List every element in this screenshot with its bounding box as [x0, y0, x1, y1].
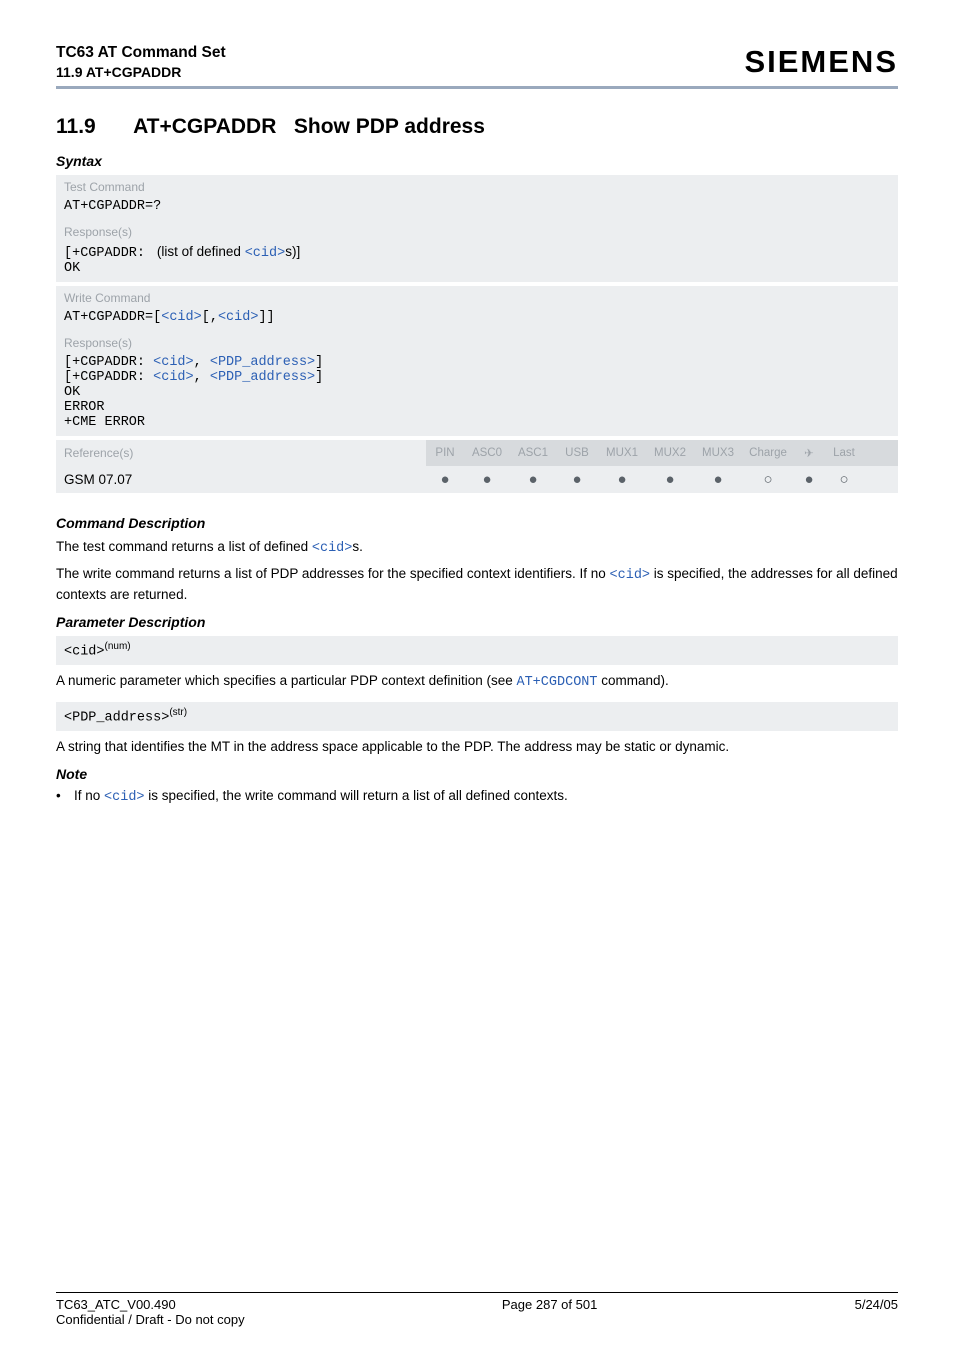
write-command-text: AT+CGPADDR=[<cid>[,<cid>]]: [56, 308, 898, 331]
cmd-desc-p2: The write command returns a list of PDP …: [56, 564, 898, 604]
dot: ●: [510, 468, 556, 491]
cmd-desc-heading: Command Description: [56, 515, 898, 531]
write-response: [+CGPADDR: <cid>, <PDP_address>] [+CGPAD…: [56, 353, 898, 436]
page: TC63 AT Command Set 11.9 AT+CGPADDR SIEM…: [0, 0, 954, 1351]
reference-value-row: GSM 07.07 ● ● ● ● ● ● ● ○ ● ○: [56, 466, 898, 493]
col-usb: USB: [556, 441, 598, 465]
page-footer: TC63_ATC_V00.490 Confidential / Draft - …: [56, 1284, 898, 1327]
dot: ●: [598, 468, 646, 491]
write-command-label: Write Command: [56, 286, 898, 308]
param-cid: <cid>(num): [56, 636, 898, 665]
col-mux1: MUX1: [598, 441, 646, 465]
response-label-2: Response(s): [56, 331, 898, 353]
bullet-icon: •: [56, 788, 74, 805]
section-title: 11.9 AT+CGPADDR Show PDP address: [56, 115, 898, 139]
footer-right: 5/24/05: [855, 1297, 898, 1327]
col-pin: PIN: [426, 441, 464, 465]
doc-title: TC63 AT Command Set: [56, 44, 226, 62]
header-rule: [56, 86, 898, 89]
col-asc1: ASC1: [510, 441, 556, 465]
footer-row: TC63_ATC_V00.490 Confidential / Draft - …: [56, 1297, 898, 1327]
col-airplane: ✈: [794, 440, 824, 466]
dot: ●: [464, 468, 510, 491]
dot: ○: [824, 468, 864, 491]
note-heading: Note: [56, 766, 898, 782]
footer-left: TC63_ATC_V00.490 Confidential / Draft - …: [56, 1297, 245, 1327]
col-mux2: MUX2: [646, 441, 694, 465]
write-command-box: Write Command AT+CGPADDR=[<cid>[,<cid>]]…: [56, 286, 898, 436]
param-pdp-text: A string that identifies the MT in the a…: [56, 737, 898, 756]
capability-dots: ● ● ● ● ● ● ● ○ ● ○: [426, 466, 898, 493]
doc-subtitle: 11.9 AT+CGPADDR: [56, 64, 226, 80]
test-command-text: AT+CGPADDR=?: [56, 197, 898, 220]
dot: ●: [426, 468, 464, 491]
dot: ●: [646, 468, 694, 491]
footer-center: Page 287 of 501: [502, 1297, 597, 1327]
note-text: If no <cid> is specified, the write comm…: [74, 788, 568, 805]
col-last: Last: [824, 441, 864, 465]
dot: ○: [742, 468, 794, 491]
col-charge: Charge: [742, 441, 794, 465]
reference-value: GSM 07.07: [56, 466, 426, 493]
syntax-heading: Syntax: [56, 153, 898, 169]
page-header: TC63 AT Command Set 11.9 AT+CGPADDR SIEM…: [56, 44, 898, 80]
note-bullet: • If no <cid> is specified, the write co…: [56, 788, 898, 805]
capability-header: PIN ASC0 ASC1 USB MUX1 MUX2 MUX3 Charge …: [426, 440, 898, 466]
section-desc: Show PDP address: [294, 115, 485, 138]
dot: ●: [794, 468, 824, 491]
col-mux3: MUX3: [694, 441, 742, 465]
reference-header-row: Reference(s) PIN ASC0 ASC1 USB MUX1 MUX2…: [56, 440, 898, 466]
section-cmd: AT+CGPADDR: [133, 115, 276, 138]
test-response: [+CGPADDR: (list of defined <cid>s)] OK: [56, 242, 898, 282]
response-label: Response(s): [56, 220, 898, 242]
test-command-label: Test Command: [56, 175, 898, 197]
header-left: TC63 AT Command Set 11.9 AT+CGPADDR: [56, 44, 226, 80]
param-desc-heading: Parameter Description: [56, 614, 898, 630]
col-asc0: ASC0: [464, 441, 510, 465]
param-cid-text: A numeric parameter which specifies a pa…: [56, 671, 898, 692]
cmd-desc-p1: The test command returns a list of defin…: [56, 537, 898, 558]
test-command-box: Test Command AT+CGPADDR=? Response(s) [+…: [56, 175, 898, 282]
dot: ●: [556, 468, 598, 491]
param-pdp: <PDP_address>(str): [56, 702, 898, 731]
dot: ●: [694, 468, 742, 491]
reference-label: Reference(s): [56, 440, 426, 466]
footer-rule: [56, 1292, 898, 1293]
section-number: 11.9: [56, 115, 128, 139]
brand-logo: SIEMENS: [744, 44, 898, 80]
